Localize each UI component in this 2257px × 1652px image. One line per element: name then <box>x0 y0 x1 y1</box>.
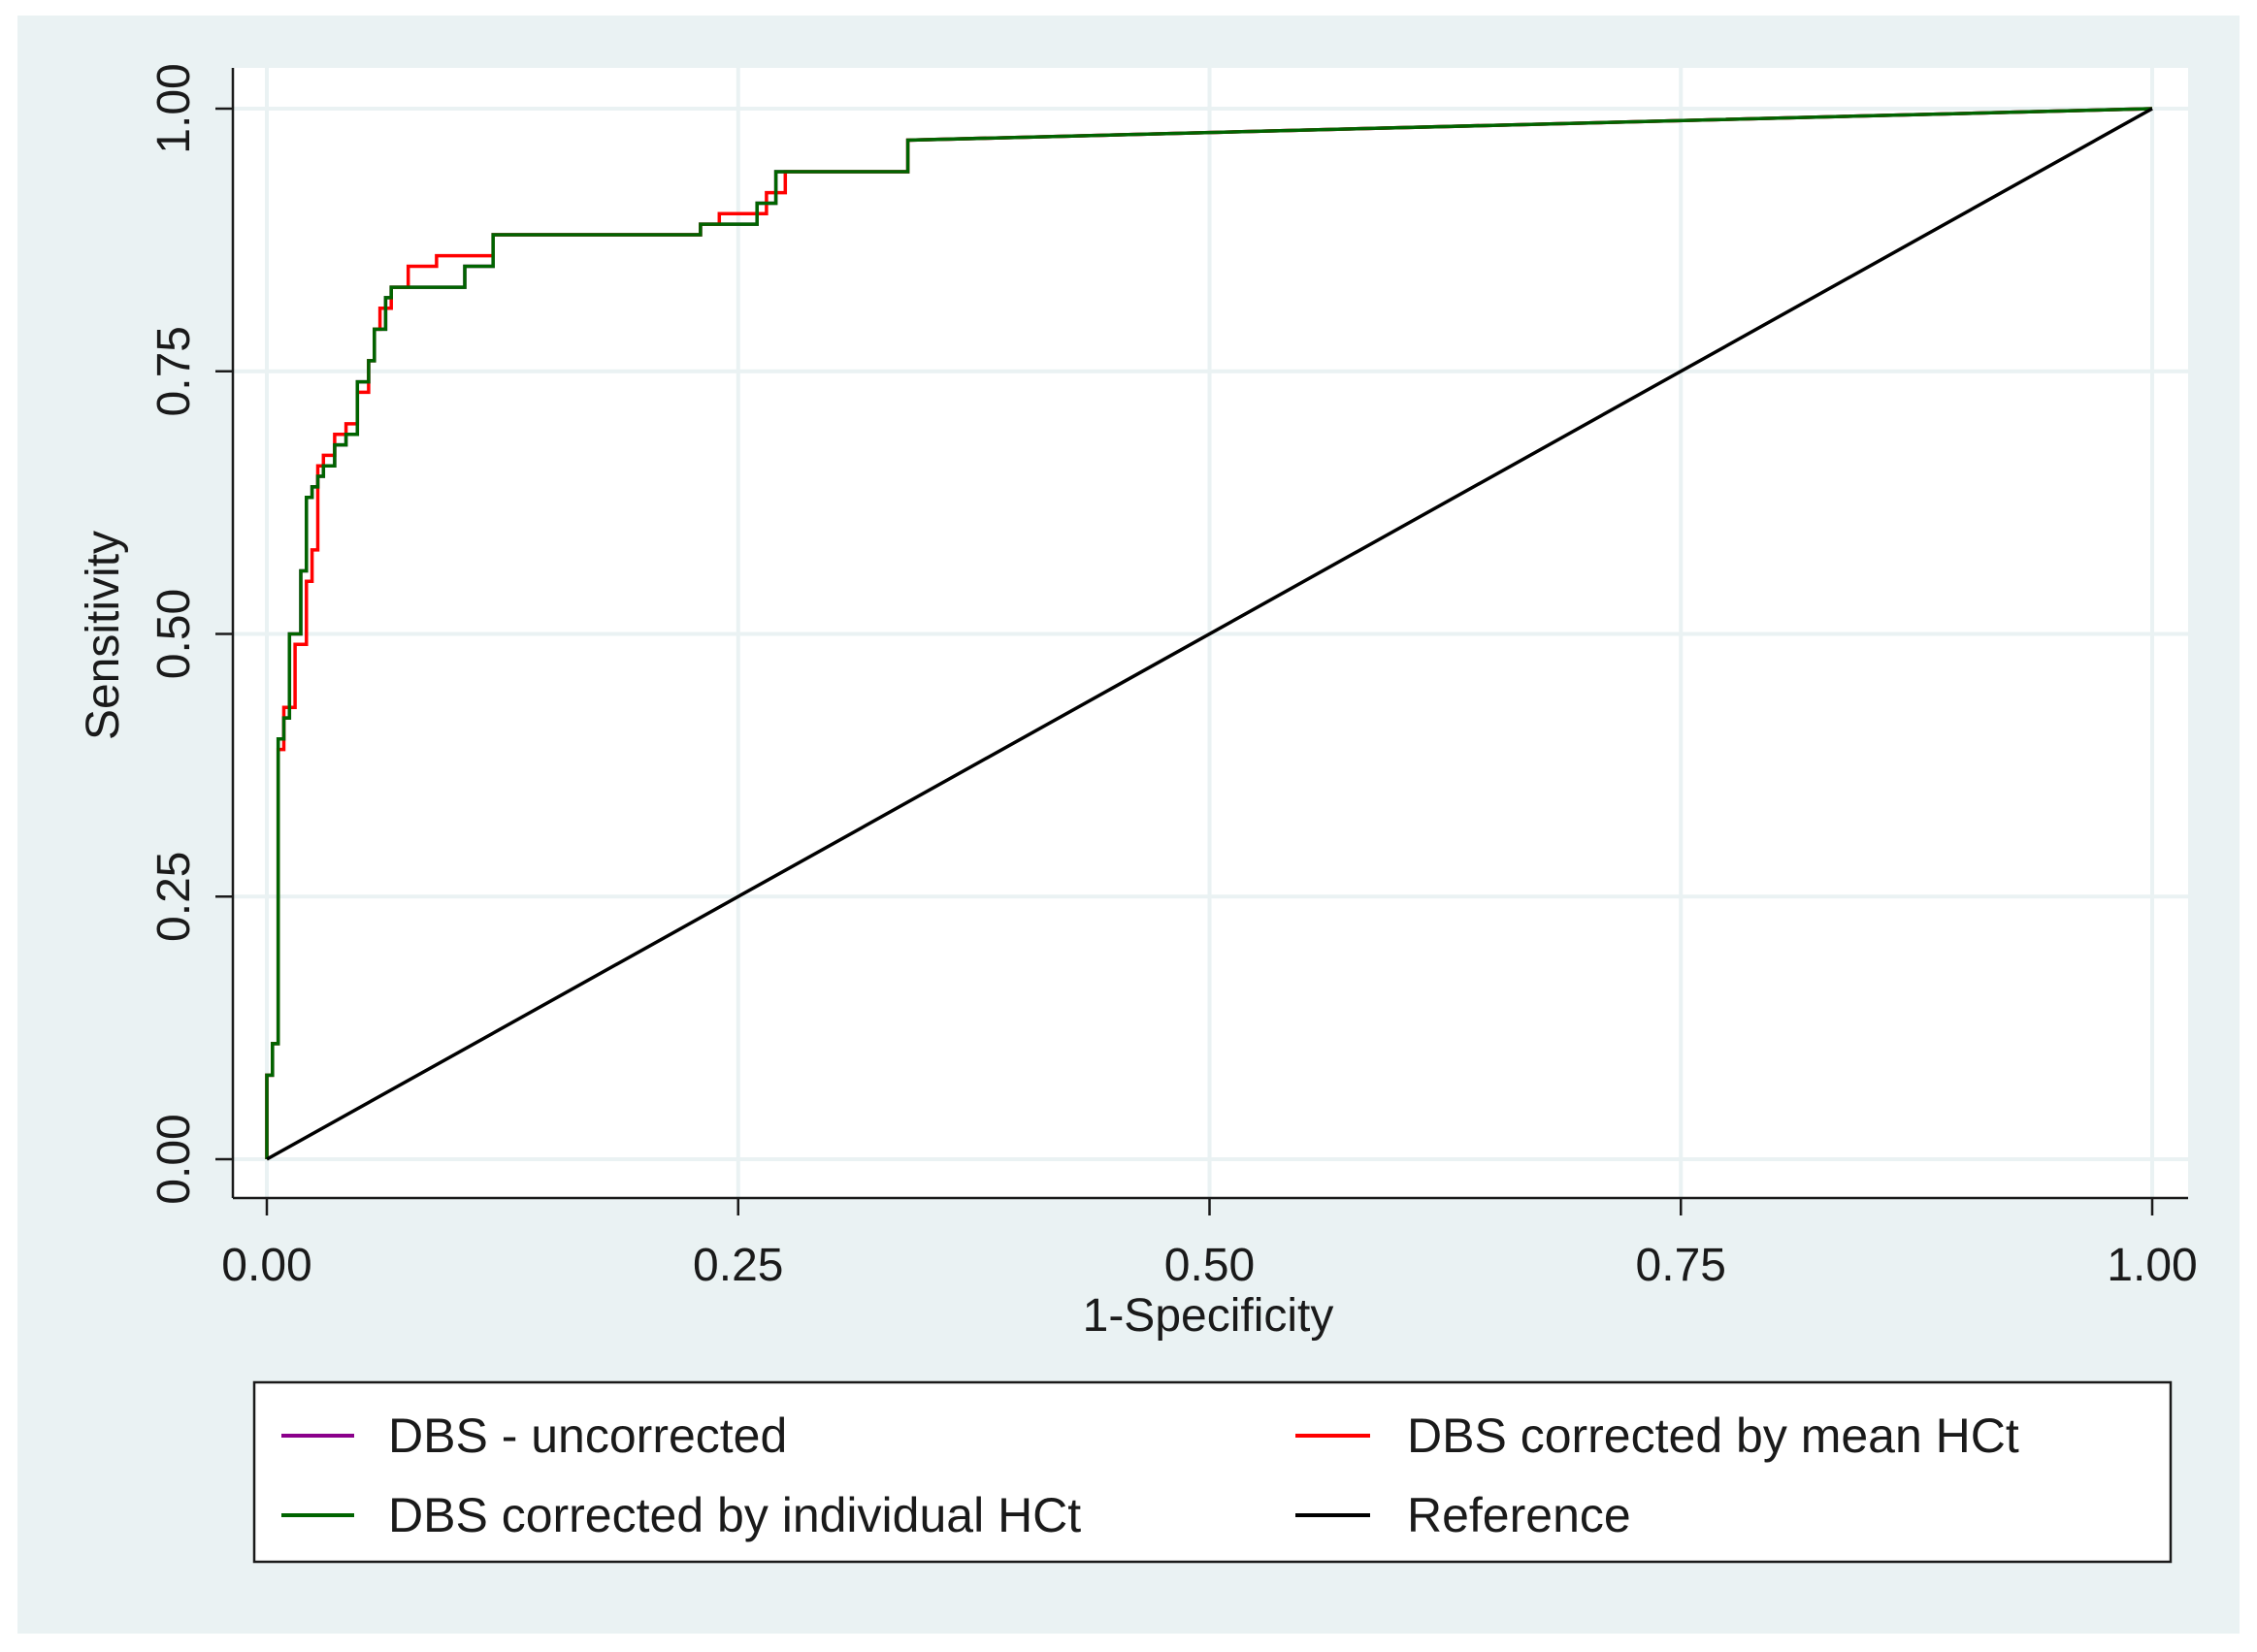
legend: DBS - uncorrected DBS corrected by mean … <box>252 1380 2173 1564</box>
series-line-reference <box>266 107 2153 1161</box>
legend-label-mean-hct: DBS corrected by mean HCt <box>1407 1409 2019 1463</box>
legend-label-uncorrected: DBS - uncorrected <box>388 1409 787 1463</box>
ticks: 0.00 0.25 0.50 0.75 1.00 0.00 0.25 0.50 0.75 1.00 <box>148 63 2198 1291</box>
x-tick-label: 0.25 <box>693 1240 783 1291</box>
x-axis-title: 1-Specificity <box>1083 1290 1334 1342</box>
series-line-individual-hct <box>265 107 2153 1159</box>
y-tick-label: 0.50 <box>148 589 200 679</box>
y-tick-label: 0.75 <box>148 326 200 416</box>
y-tick-label: 0.00 <box>148 1114 200 1204</box>
legend-box <box>252 1380 2173 1564</box>
legend-label-individual-hct: DBS corrected by individual HCt <box>388 1488 1081 1542</box>
y-tick-label: 0.25 <box>148 852 200 942</box>
x-tick-label: 1.00 <box>2107 1240 2197 1291</box>
x-tick-label: 0.00 <box>221 1240 311 1291</box>
y-tick-label: 1.00 <box>148 63 200 153</box>
x-tick-label: 0.50 <box>1164 1240 1255 1291</box>
series <box>265 107 2153 1161</box>
x-tick-label: 0.75 <box>1636 1240 1726 1291</box>
legend-label-reference: Reference <box>1407 1488 1631 1542</box>
y-axis-title: Sensitivity <box>78 531 129 740</box>
